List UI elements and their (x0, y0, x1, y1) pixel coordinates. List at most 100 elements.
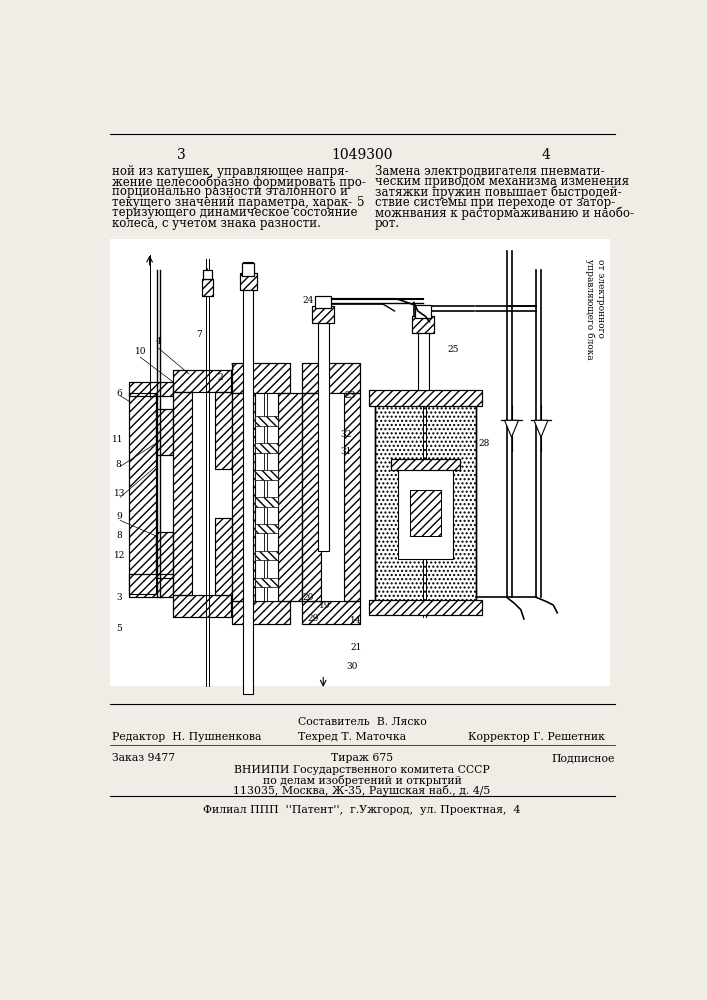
Text: 14: 14 (350, 616, 361, 625)
Bar (279, 393, 301, 601)
Bar (156, 409, 173, 455)
Text: Замена электродвигателя пневмати-: Замена электродвигателя пневмати- (375, 165, 604, 178)
Text: 1: 1 (230, 363, 236, 372)
Bar (110, 239, 610, 686)
Bar (255, 443, 279, 453)
Text: 21: 21 (350, 643, 361, 652)
Text: 13: 13 (114, 489, 125, 498)
Bar (255, 578, 279, 587)
Text: Корректор Г. Решетник: Корректор Г. Решетник (468, 732, 605, 742)
Bar (240, 273, 257, 290)
Bar (344, 393, 360, 601)
Text: 6: 6 (117, 389, 122, 398)
Bar (312, 306, 334, 323)
Bar (173, 370, 231, 392)
Text: колеса, с учетом знака разности.: колеса, с учетом знака разности. (112, 217, 320, 230)
Bar (232, 393, 255, 601)
Text: 31: 31 (340, 447, 351, 456)
Text: ВНИИПИ Государственного комитета СССР: ВНИИПИ Государственного комитета СССР (234, 765, 490, 775)
Text: 32: 32 (340, 430, 351, 439)
Bar (398, 466, 452, 559)
Bar (315, 296, 331, 308)
Bar (242, 263, 255, 276)
Bar (369, 600, 482, 615)
Text: Заказ 9477: Заказ 9477 (112, 753, 175, 763)
Text: 12: 12 (114, 551, 125, 560)
Bar (201, 279, 213, 296)
Bar (416, 305, 431, 318)
Bar (317, 297, 329, 551)
Bar (416, 305, 431, 318)
Text: 9: 9 (117, 512, 122, 521)
Text: 3: 3 (177, 148, 186, 162)
Bar (369, 389, 482, 406)
Bar (129, 574, 173, 597)
Text: 7: 7 (197, 330, 202, 339)
Text: 21: 21 (319, 500, 330, 510)
Bar (369, 600, 482, 615)
Text: 11: 11 (112, 435, 124, 444)
Bar (173, 392, 192, 595)
Bar (301, 393, 321, 601)
Bar (173, 370, 231, 392)
Bar (129, 393, 156, 594)
Text: 24: 24 (303, 296, 314, 305)
Text: 1049300: 1049300 (331, 148, 392, 162)
Bar (391, 459, 460, 470)
Bar (201, 279, 213, 296)
Bar (173, 595, 231, 617)
Text: 113035, Москва, Ж-35, Раушская наб., д. 4/5: 113035, Москва, Ж-35, Раушская наб., д. … (233, 785, 491, 796)
Text: 29: 29 (308, 614, 319, 623)
Bar (156, 409, 173, 455)
Text: 22: 22 (319, 466, 330, 475)
Text: Техред Т. Маточка: Техред Т. Маточка (298, 732, 406, 742)
Bar (203, 270, 211, 279)
Text: ческим приводом механизма изменения: ческим приводом механизма изменения (375, 175, 629, 188)
Polygon shape (534, 420, 548, 437)
Text: 25: 25 (448, 345, 459, 354)
Text: 4: 4 (541, 148, 550, 162)
Bar (232, 363, 290, 393)
Bar (255, 497, 279, 507)
Bar (369, 389, 482, 406)
Bar (301, 601, 360, 624)
Text: порционально разности эталонного и: порционально разности эталонного и (112, 185, 348, 198)
Bar (129, 382, 173, 396)
Bar (301, 393, 321, 601)
Bar (192, 392, 215, 595)
Bar (129, 382, 173, 396)
Text: 18: 18 (319, 525, 330, 534)
Text: 8: 8 (117, 531, 122, 540)
Bar (156, 532, 173, 578)
Text: 27: 27 (428, 604, 439, 613)
Text: затяжки пружин повышает быстродей-: затяжки пружин повышает быстродей- (375, 185, 621, 199)
Bar (375, 405, 476, 601)
Bar (156, 532, 173, 578)
Text: 10: 10 (134, 347, 146, 356)
Text: 26: 26 (383, 604, 395, 613)
Bar (344, 393, 360, 601)
Bar (412, 316, 434, 333)
Bar (418, 309, 428, 389)
Text: Редактор  Н. Пушненкова: Редактор Н. Пушненкова (112, 732, 261, 742)
Bar (215, 392, 232, 469)
Bar (255, 393, 279, 601)
Bar (232, 601, 290, 624)
Text: Подписное: Подписное (551, 753, 614, 763)
Bar (215, 518, 232, 595)
Bar (301, 363, 360, 393)
Bar (391, 459, 460, 470)
Bar (410, 490, 441, 536)
Bar (321, 393, 344, 601)
Bar (255, 551, 279, 560)
Text: 3: 3 (117, 593, 122, 602)
Text: Составитель  В. Ляско: Составитель В. Ляско (298, 717, 426, 727)
Bar (243, 262, 252, 694)
Bar (232, 601, 290, 624)
Bar (129, 393, 156, 594)
Bar (232, 363, 290, 393)
Bar (279, 393, 301, 601)
Bar (255, 470, 279, 480)
Text: ствие системы при переходе от затор-: ствие системы при переходе от затор- (375, 196, 615, 209)
Text: 20: 20 (302, 593, 313, 602)
